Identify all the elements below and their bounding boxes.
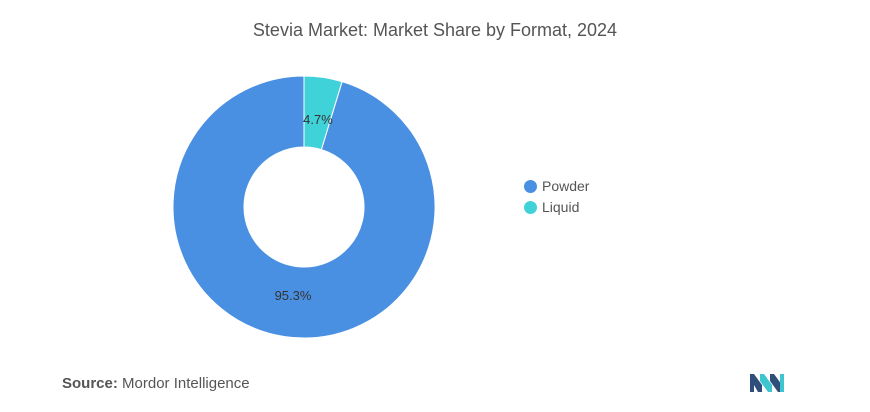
legend-item-powder[interactable]: Powder: [524, 176, 589, 196]
legend-label-powder: Powder: [542, 178, 590, 194]
mordor-intelligence-logo-icon: [750, 374, 784, 392]
donut-chart: 95.3% 4.7%: [172, 75, 436, 339]
source-prefix: Source:: [62, 375, 118, 392]
source-note: Source: Mordor Intelligence: [62, 375, 250, 392]
legend-item-liquid[interactable]: Liquid: [524, 197, 589, 217]
source-text: Mordor Intelligence: [122, 375, 250, 392]
chart-title: Stevia Market: Market Share by Format, 2…: [252, 20, 618, 40]
legend-label-liquid: Liquid: [542, 199, 580, 215]
data-label-liquid: 4.7%: [303, 112, 333, 127]
legend-swatch-powder: [524, 179, 537, 193]
legend-swatch-liquid: [524, 200, 537, 214]
data-label-powder: 95.3%: [275, 288, 312, 303]
chart-legend: Powder Liquid: [524, 176, 589, 218]
slice-powder[interactable]: [172, 75, 436, 339]
